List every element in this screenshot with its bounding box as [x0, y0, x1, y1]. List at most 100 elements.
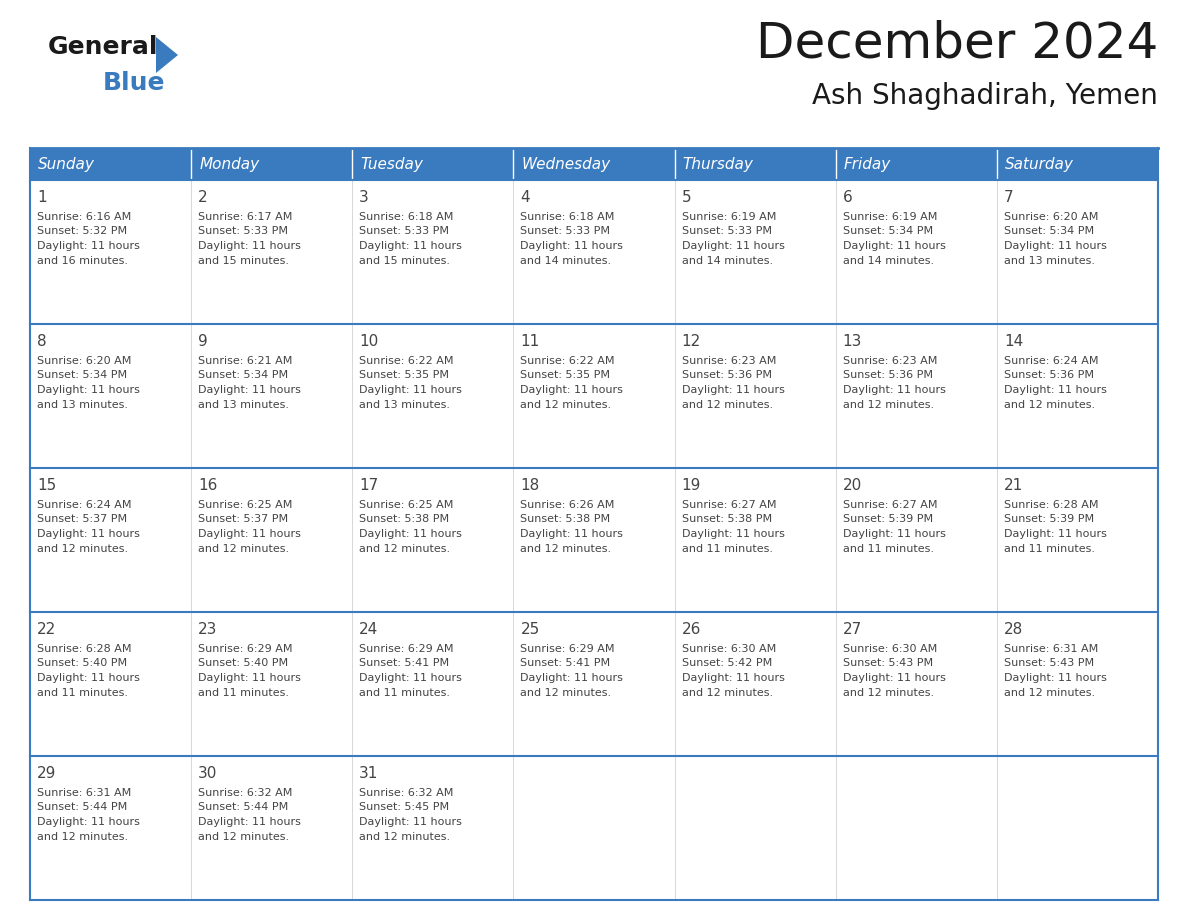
Text: 23: 23 [198, 622, 217, 637]
Text: Daylight: 11 hours: Daylight: 11 hours [37, 241, 140, 251]
Text: Sunrise: 6:30 AM: Sunrise: 6:30 AM [842, 644, 937, 654]
Text: Daylight: 11 hours: Daylight: 11 hours [842, 385, 946, 395]
Text: and 12 minutes.: and 12 minutes. [682, 688, 772, 698]
Bar [997, 180, 1158, 324]
Text: Sunrise: 6:27 AM: Sunrise: 6:27 AM [842, 500, 937, 510]
Text: Sunrise: 6:22 AM: Sunrise: 6:22 AM [520, 356, 615, 366]
Text: and 12 minutes.: and 12 minutes. [842, 688, 934, 698]
Text: Friday: Friday [843, 156, 891, 172]
Text: Sunrise: 6:32 AM: Sunrise: 6:32 AM [198, 788, 292, 798]
Text: Sunset: 5:39 PM: Sunset: 5:39 PM [842, 514, 933, 524]
Text: and 14 minutes.: and 14 minutes. [842, 255, 934, 265]
Text: Tuesday: Tuesday [360, 156, 423, 172]
Text: Sunrise: 6:31 AM: Sunrise: 6:31 AM [37, 788, 131, 798]
Text: and 12 minutes.: and 12 minutes. [682, 399, 772, 409]
Text: Sunrise: 6:18 AM: Sunrise: 6:18 AM [520, 212, 615, 222]
Text: Sunset: 5:34 PM: Sunset: 5:34 PM [842, 227, 933, 237]
Bar [353, 468, 513, 612]
Text: Sunrise: 6:21 AM: Sunrise: 6:21 AM [198, 356, 292, 366]
Text: and 11 minutes.: and 11 minutes. [682, 543, 772, 554]
Text: Daylight: 11 hours: Daylight: 11 hours [520, 529, 624, 539]
Text: and 12 minutes.: and 12 minutes. [198, 543, 289, 554]
Text: Sunrise: 6:19 AM: Sunrise: 6:19 AM [842, 212, 937, 222]
Text: Daylight: 11 hours: Daylight: 11 hours [1004, 385, 1107, 395]
Text: Sunset: 5:34 PM: Sunset: 5:34 PM [198, 371, 289, 380]
Text: Daylight: 11 hours: Daylight: 11 hours [37, 817, 140, 827]
Text: Sunset: 5:41 PM: Sunset: 5:41 PM [359, 658, 449, 668]
Text: 7: 7 [1004, 190, 1013, 205]
Text: Daylight: 11 hours: Daylight: 11 hours [359, 385, 462, 395]
Text: and 14 minutes.: and 14 minutes. [682, 255, 772, 265]
Text: 5: 5 [682, 190, 691, 205]
Text: 17: 17 [359, 478, 379, 493]
Bar [30, 180, 191, 324]
Text: 27: 27 [842, 622, 862, 637]
Text: and 11 minutes.: and 11 minutes. [1004, 543, 1095, 554]
Text: Sunset: 5:36 PM: Sunset: 5:36 PM [682, 371, 771, 380]
Text: and 12 minutes.: and 12 minutes. [198, 832, 289, 842]
Text: 24: 24 [359, 622, 379, 637]
Text: Daylight: 11 hours: Daylight: 11 hours [359, 241, 462, 251]
Bar [353, 612, 513, 756]
Text: Daylight: 11 hours: Daylight: 11 hours [198, 817, 301, 827]
Text: 31: 31 [359, 766, 379, 781]
Text: 14: 14 [1004, 334, 1023, 349]
Text: Sunrise: 6:31 AM: Sunrise: 6:31 AM [1004, 644, 1098, 654]
Text: and 12 minutes.: and 12 minutes. [37, 832, 128, 842]
Text: 10: 10 [359, 334, 379, 349]
Text: and 11 minutes.: and 11 minutes. [198, 688, 289, 698]
Text: Sunset: 5:37 PM: Sunset: 5:37 PM [198, 514, 289, 524]
Text: Sunrise: 6:23 AM: Sunrise: 6:23 AM [682, 356, 776, 366]
Text: Daylight: 11 hours: Daylight: 11 hours [37, 385, 140, 395]
Text: and 12 minutes.: and 12 minutes. [359, 832, 450, 842]
Text: and 11 minutes.: and 11 minutes. [359, 688, 450, 698]
Text: and 12 minutes.: and 12 minutes. [37, 543, 128, 554]
Bar [191, 612, 353, 756]
Text: and 15 minutes.: and 15 minutes. [359, 255, 450, 265]
Text: 9: 9 [198, 334, 208, 349]
Bar [30, 148, 1158, 180]
Text: 19: 19 [682, 478, 701, 493]
Text: Sunrise: 6:32 AM: Sunrise: 6:32 AM [359, 788, 454, 798]
Text: Sunday: Sunday [38, 156, 95, 172]
Text: General: General [48, 35, 158, 59]
Text: 8: 8 [37, 334, 46, 349]
Bar [353, 180, 513, 324]
Text: Sunrise: 6:19 AM: Sunrise: 6:19 AM [682, 212, 776, 222]
Text: Sunrise: 6:20 AM: Sunrise: 6:20 AM [37, 356, 132, 366]
Bar [675, 756, 835, 900]
Bar [997, 756, 1158, 900]
Text: Daylight: 11 hours: Daylight: 11 hours [682, 385, 784, 395]
Text: 26: 26 [682, 622, 701, 637]
Text: Daylight: 11 hours: Daylight: 11 hours [520, 241, 624, 251]
Text: Sunrise: 6:18 AM: Sunrise: 6:18 AM [359, 212, 454, 222]
Text: Daylight: 11 hours: Daylight: 11 hours [359, 673, 462, 683]
Text: Daylight: 11 hours: Daylight: 11 hours [198, 241, 301, 251]
Text: Sunrise: 6:25 AM: Sunrise: 6:25 AM [359, 500, 454, 510]
Text: Sunset: 5:37 PM: Sunset: 5:37 PM [37, 514, 127, 524]
Text: Daylight: 11 hours: Daylight: 11 hours [198, 673, 301, 683]
Bar [513, 756, 675, 900]
Text: Saturday: Saturday [1005, 156, 1074, 172]
Text: Sunrise: 6:28 AM: Sunrise: 6:28 AM [1004, 500, 1099, 510]
Text: Daylight: 11 hours: Daylight: 11 hours [1004, 673, 1107, 683]
Text: Daylight: 11 hours: Daylight: 11 hours [1004, 529, 1107, 539]
Bar [675, 180, 835, 324]
Text: Daylight: 11 hours: Daylight: 11 hours [37, 529, 140, 539]
Text: Sunset: 5:41 PM: Sunset: 5:41 PM [520, 658, 611, 668]
Text: and 12 minutes.: and 12 minutes. [842, 399, 934, 409]
Text: Daylight: 11 hours: Daylight: 11 hours [520, 673, 624, 683]
Text: Daylight: 11 hours: Daylight: 11 hours [682, 529, 784, 539]
Text: and 12 minutes.: and 12 minutes. [520, 399, 612, 409]
Text: Sunset: 5:33 PM: Sunset: 5:33 PM [198, 227, 289, 237]
Text: Sunrise: 6:23 AM: Sunrise: 6:23 AM [842, 356, 937, 366]
Text: Sunrise: 6:17 AM: Sunrise: 6:17 AM [198, 212, 292, 222]
Text: Sunrise: 6:16 AM: Sunrise: 6:16 AM [37, 212, 131, 222]
Text: Sunset: 5:42 PM: Sunset: 5:42 PM [682, 658, 772, 668]
Bar [835, 468, 997, 612]
Bar [30, 324, 191, 468]
Text: Sunrise: 6:29 AM: Sunrise: 6:29 AM [198, 644, 292, 654]
Text: Sunset: 5:33 PM: Sunset: 5:33 PM [520, 227, 611, 237]
Bar [30, 468, 191, 612]
Bar [513, 324, 675, 468]
